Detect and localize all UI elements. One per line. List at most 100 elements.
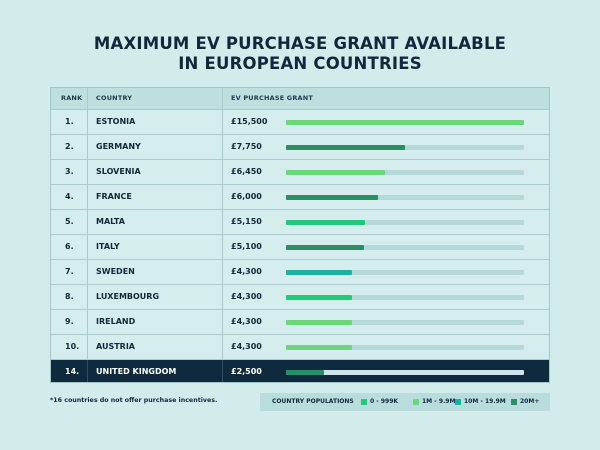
grant-table: RANK COUNTRY EV PURCHASE GRANT 1. ESTONIA…: [50, 87, 550, 383]
legend-swatch: [361, 399, 367, 405]
country-cell: UNITED KINGDOM: [96, 367, 177, 376]
column-divider: [222, 360, 223, 382]
legend-title: COUNTRY POPULATIONS: [272, 398, 354, 405]
grant-value-label: £2,500: [231, 367, 262, 376]
bar-track: [286, 145, 524, 150]
table-row: 5. MALTA £5,150: [51, 210, 549, 235]
column-divider: [222, 285, 223, 309]
bar: [286, 245, 364, 250]
country-cell: SWEDEN: [96, 267, 135, 276]
chart-title: MAXIMUM EV PURCHASE GRANT AVAILABLE IN E…: [0, 34, 600, 74]
legend-swatch: [455, 399, 461, 405]
grant-value-label: £4,300: [231, 317, 262, 326]
bar-track: [286, 245, 524, 250]
bar-track: [286, 295, 524, 300]
column-divider: [87, 110, 88, 134]
table-row: 14. UNITED KINGDOM £2,500: [51, 360, 549, 382]
bar-track: [286, 120, 524, 125]
grant-value-label: £5,150: [231, 217, 262, 226]
column-divider: [87, 260, 88, 284]
country-cell: SLOVENIA: [96, 167, 141, 176]
rank-cell: 9.: [65, 317, 74, 326]
header-rank: RANK: [61, 94, 83, 102]
column-divider: [222, 210, 223, 234]
bar-track: [286, 270, 524, 275]
bar: [286, 295, 352, 300]
column-divider: [222, 135, 223, 159]
column-divider: [222, 110, 223, 134]
grant-value-label: £4,300: [231, 292, 262, 301]
rank-cell: 4.: [65, 192, 74, 201]
grant-value-label: £7,750: [231, 142, 262, 151]
table-row: 7. SWEDEN £4,300: [51, 260, 549, 285]
column-divider: [222, 185, 223, 209]
grant-value-label: £15,500: [231, 117, 268, 126]
bar: [286, 195, 378, 200]
country-cell: IRELAND: [96, 317, 136, 326]
footnote: *16 countries do not offer purchase ince…: [50, 397, 218, 404]
rank-cell: 3.: [65, 167, 74, 176]
country-cell: FRANCE: [96, 192, 132, 201]
grant-value-label: £5,100: [231, 242, 262, 251]
legend-label: 0 - 999K: [370, 398, 399, 405]
table-header: RANK COUNTRY EV PURCHASE GRANT: [51, 88, 549, 110]
legend: COUNTRY POPULATIONS 0 - 999K 1M - 9.9M 10M…: [260, 393, 550, 411]
country-cell: ITALY: [96, 242, 120, 251]
column-divider: [87, 160, 88, 184]
column-divider: [87, 210, 88, 234]
bar: [286, 145, 405, 150]
grant-value-label: £4,300: [231, 267, 262, 276]
table-row: 8. LUXEMBOURG £4,300: [51, 285, 549, 310]
rank-cell: 6.: [65, 242, 74, 251]
table-row: 9. IRELAND £4,300: [51, 310, 549, 335]
bar-track: [286, 370, 524, 375]
header-grant: EV PURCHASE GRANT: [231, 94, 314, 102]
country-cell: GERMANY: [96, 142, 141, 151]
bar-track: [286, 170, 524, 175]
legend-label: 20M+: [520, 398, 540, 405]
column-divider: [87, 335, 88, 359]
legend-swatch: [413, 399, 419, 405]
rank-cell: 1.: [65, 117, 74, 126]
chart-title-line-1: MAXIMUM EV PURCHASE GRANT AVAILABLE: [93, 34, 507, 53]
table-row: 1. ESTONIA £15,500: [51, 110, 549, 135]
column-divider: [222, 88, 223, 109]
grant-value-label: £6,450: [231, 167, 262, 176]
header-country: COUNTRY: [96, 94, 133, 102]
column-divider: [87, 285, 88, 309]
table-row: 3. SLOVENIA £6,450: [51, 160, 549, 185]
bar: [286, 345, 352, 350]
column-divider: [222, 260, 223, 284]
bar: [286, 170, 385, 175]
legend-label: 10M - 19.9M: [464, 398, 506, 405]
column-divider: [87, 88, 88, 109]
bar: [286, 370, 324, 375]
column-divider: [222, 235, 223, 259]
column-divider: [222, 310, 223, 334]
chart-title-line-2: IN EUROPEAN COUNTRIES: [178, 54, 422, 73]
country-cell: MALTA: [96, 217, 125, 226]
rank-cell: 14.: [65, 367, 80, 376]
rank-cell: 7.: [65, 267, 74, 276]
rank-cell: 5.: [65, 217, 74, 226]
rank-cell: 8.: [65, 292, 74, 301]
column-divider: [87, 360, 88, 382]
legend-label: 1M - 9.9M: [422, 398, 456, 405]
table-row: 6. ITALY £5,100: [51, 235, 549, 260]
bar-track: [286, 345, 524, 350]
country-cell: LUXEMBOURG: [96, 292, 160, 301]
bar-track: [286, 220, 524, 225]
column-divider: [222, 160, 223, 184]
bar-track: [286, 320, 524, 325]
bar-track: [286, 195, 524, 200]
grant-value-label: £4,300: [231, 342, 262, 351]
bar: [286, 270, 352, 275]
rank-cell: 2.: [65, 142, 74, 151]
table-row: 4. FRANCE £6,000: [51, 185, 549, 210]
country-cell: ESTONIA: [96, 117, 136, 126]
table-row: 10. AUSTRIA £4,300: [51, 335, 549, 360]
column-divider: [87, 310, 88, 334]
bar: [286, 120, 524, 125]
column-divider: [87, 235, 88, 259]
table-row: 2. GERMANY £7,750: [51, 135, 549, 160]
